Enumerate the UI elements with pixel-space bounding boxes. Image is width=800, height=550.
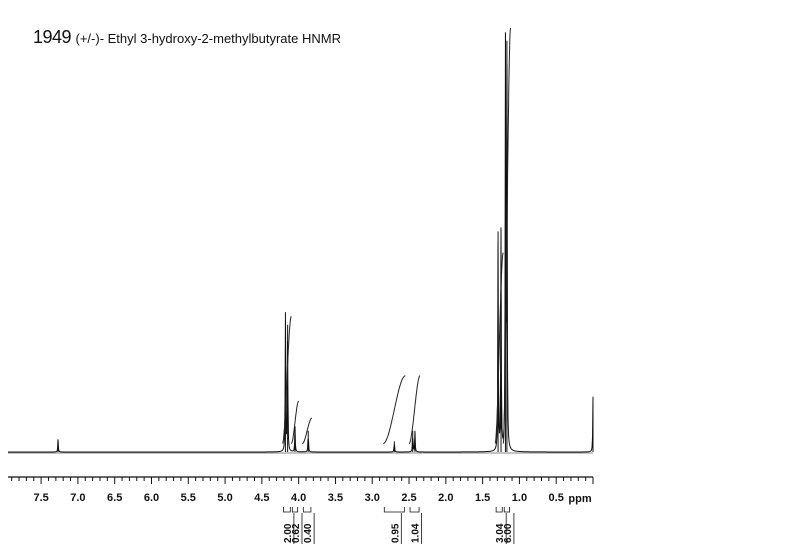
integral-curve-2 [302, 417, 312, 444]
x-tick-label: 1.5 [475, 492, 490, 504]
integral-curve-0 [282, 316, 292, 444]
x-tick-label: 6.0 [144, 492, 159, 504]
x-tick-label: 7.0 [70, 492, 85, 504]
x-tick-label: 7.5 [33, 492, 48, 504]
integral-curve-6 [502, 27, 512, 444]
integral-label-3: 0.95 [390, 523, 401, 543]
x-tick-label: 2.0 [438, 492, 453, 504]
integral-label-group-3: 0.95 [390, 513, 402, 544]
compound-name: (+/-)- Ethyl 3-hydroxy-2-methylbutyrate … [75, 31, 341, 46]
x-axis-unit: ppm [568, 493, 591, 505]
integral-curve-3 [383, 375, 406, 444]
compound-number: 1949 [33, 27, 72, 47]
integral-bracket-0 [283, 507, 291, 513]
x-tick-label: 0.5 [549, 492, 564, 504]
integral-label-4: 1.04 [411, 523, 422, 543]
x-axis: 7.5 7.0 6.5 6.0 5.5 5.0 4.5 4.0 3.5 3.0 2.5 2.0 1.5 1… [8, 452, 594, 505]
x-tick-label: 1.0 [512, 492, 527, 504]
integral-label-6: 6.00 [503, 523, 514, 543]
x-tick-label: 6.5 [107, 492, 122, 504]
integral-label-group-6: 6.00 [503, 513, 515, 544]
x-tick-label: 5.5 [181, 492, 196, 504]
integral-bracket-6 [503, 507, 510, 513]
chart-title: 1949 (+/-)- Ethyl 3-hydroxy-2-methylbuty… [33, 28, 341, 47]
spectrum-trace [8, 33, 594, 453]
spectrum-trace-layer [8, 32, 594, 453]
integral-label-group-0: 2.00 [283, 513, 295, 544]
x-tick-label: 4.5 [254, 492, 269, 504]
integral-curve-4 [408, 375, 421, 444]
x-tick-label: 4.0 [291, 492, 306, 504]
integral-bracket-2 [302, 507, 312, 513]
integral-label-group-4: 1.04 [411, 513, 422, 544]
integral-bracket-3 [383, 507, 405, 513]
x-tick-label: 3.5 [328, 492, 343, 504]
integral-bracket-1 [291, 507, 299, 513]
x-tick-label: 2.5 [401, 492, 416, 504]
integral-label-0: 2.00 [283, 523, 294, 543]
integral-label-2: 0.40 [303, 523, 314, 543]
integral-curves-layer [282, 27, 512, 444]
integral-curve-5 [494, 252, 504, 444]
integral-labels-layer: 2.000.62 0.40 0.95 1.04 3.046.00 [283, 507, 515, 544]
integral-label-5: 3.04 [495, 523, 506, 543]
integral-bracket-5 [495, 507, 503, 513]
integral-label-1: 0.62 [291, 523, 302, 543]
integral-label-group-5: 3.04 [495, 513, 507, 544]
x-tick-label: 5.0 [217, 492, 232, 504]
integral-bracket-4 [409, 507, 420, 513]
integral-label-group-2: 0.40 [303, 513, 315, 544]
integral-curve-1 [291, 400, 299, 444]
x-tick-label: 3.0 [365, 492, 380, 504]
integral-label-group-1: 0.62 [291, 513, 303, 544]
